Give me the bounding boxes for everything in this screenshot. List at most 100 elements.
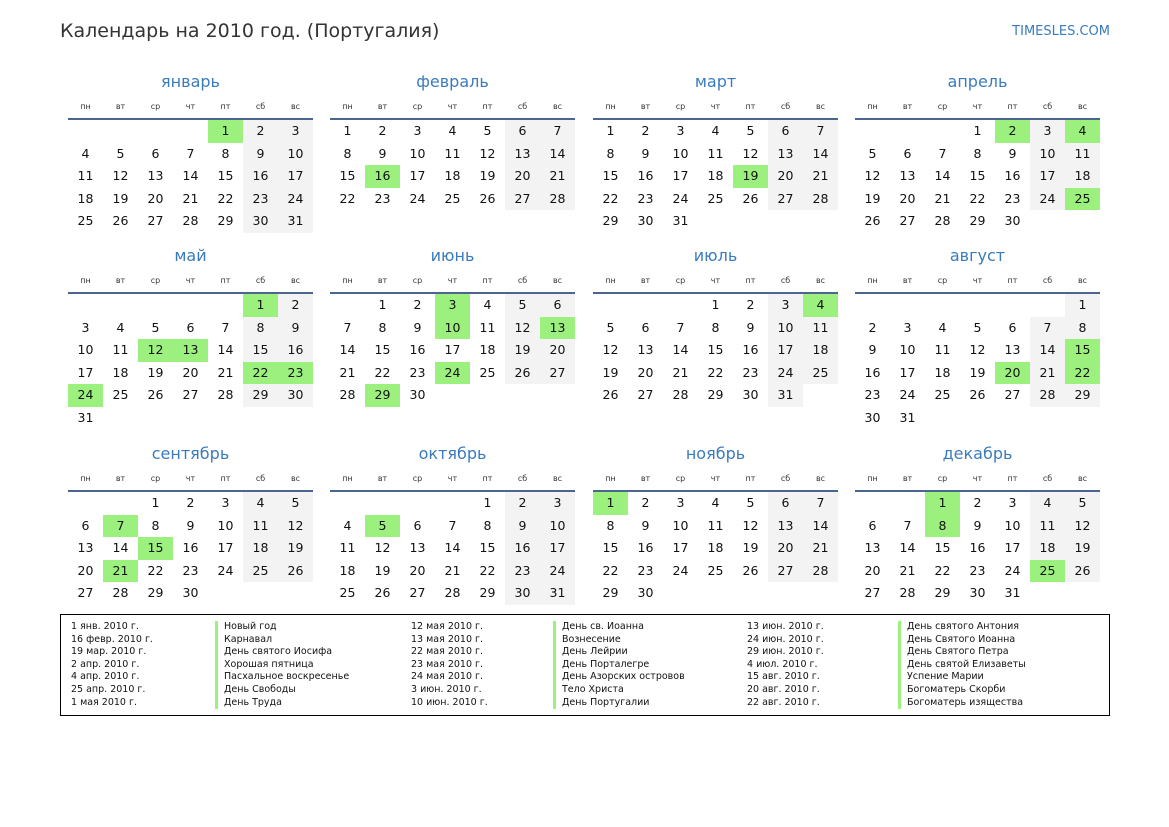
holiday-day[interactable]: 16 (365, 165, 400, 188)
day[interactable]: 3 (1008, 495, 1017, 510)
day[interactable]: 7 (803, 120, 838, 143)
day[interactable]: 8 (483, 517, 492, 533)
day[interactable]: 20 (505, 165, 540, 188)
day[interactable]: 26 (602, 387, 619, 402)
day[interactable]: 23 (505, 559, 540, 582)
day[interactable]: 5 (746, 495, 755, 510)
day[interactable]: 7 (540, 120, 575, 143)
day[interactable]: 10 (540, 514, 575, 537)
day[interactable]: 12 (505, 316, 540, 339)
day[interactable]: 6 (768, 492, 803, 515)
day[interactable]: 17 (1030, 165, 1065, 188)
day[interactable]: 23 (182, 562, 199, 578)
day[interactable]: 14 (899, 540, 916, 555)
day[interactable]: 3 (1030, 120, 1065, 143)
day[interactable]: 18 (77, 190, 94, 206)
day[interactable]: 29 (934, 585, 951, 600)
holiday-day[interactable]: 24 (435, 361, 470, 384)
day[interactable]: 14 (803, 514, 838, 537)
day[interactable]: 20 (540, 339, 575, 362)
day[interactable]: 4 (1030, 492, 1065, 515)
day[interactable]: 20 (182, 364, 199, 380)
day[interactable]: 16 (278, 339, 313, 362)
day[interactable]: 25 (934, 387, 951, 402)
day[interactable]: 31 (899, 409, 916, 425)
day[interactable]: 26 (147, 387, 164, 402)
day[interactable]: 7 (903, 517, 912, 533)
day[interactable]: 28 (803, 559, 838, 582)
day[interactable]: 15 (374, 342, 391, 357)
day[interactable]: 13 (505, 142, 540, 165)
day[interactable]: 23 (243, 187, 278, 210)
day[interactable]: 20 (768, 165, 803, 188)
day[interactable]: 22 (707, 364, 724, 380)
day[interactable]: 30 (637, 213, 654, 228)
day[interactable]: 17 (672, 540, 689, 555)
holiday-day[interactable]: 21 (103, 559, 138, 582)
day[interactable]: 6 (1008, 319, 1017, 335)
day[interactable]: 6 (868, 517, 877, 533)
day[interactable]: 13 (768, 514, 803, 537)
day[interactable]: 13 (768, 142, 803, 165)
day[interactable]: 25 (243, 559, 278, 582)
day[interactable]: 14 (1030, 339, 1065, 362)
day[interactable]: 11 (479, 319, 496, 335)
day[interactable]: 13 (637, 342, 654, 357)
holiday-day[interactable]: 5 (365, 514, 400, 537)
day[interactable]: 9 (278, 316, 313, 339)
holiday-day[interactable]: 4 (803, 294, 838, 317)
day[interactable]: 19 (742, 540, 759, 555)
day[interactable]: 24 (409, 190, 426, 206)
day[interactable]: 28 (339, 387, 356, 402)
day[interactable]: 18 (112, 364, 129, 380)
day[interactable]: 1 (606, 123, 615, 138)
day[interactable]: 23 (969, 562, 986, 578)
day[interactable]: 30 (182, 585, 199, 600)
day[interactable]: 14 (339, 342, 356, 357)
day[interactable]: 25 (707, 190, 724, 206)
day[interactable]: 30 (278, 384, 313, 407)
holiday-day[interactable]: 1 (593, 492, 628, 515)
day[interactable]: 19 (374, 562, 391, 578)
day[interactable]: 22 (147, 562, 164, 578)
day[interactable]: 5 (483, 123, 492, 138)
holiday-day[interactable]: 20 (995, 361, 1030, 384)
day[interactable]: 18 (707, 168, 724, 183)
day[interactable]: 28 (444, 585, 461, 600)
day[interactable]: 10 (899, 342, 916, 357)
day[interactable]: 29 (969, 213, 986, 228)
day[interactable]: 15 (479, 540, 496, 555)
day[interactable]: 18 (934, 364, 951, 380)
day[interactable]: 11 (243, 514, 278, 537)
day[interactable]: 10 (409, 145, 426, 161)
day[interactable]: 2 (641, 495, 650, 510)
day[interactable]: 22 (339, 190, 356, 206)
day[interactable]: 4 (711, 495, 720, 510)
day[interactable]: 23 (374, 190, 391, 206)
day[interactable]: 15 (217, 168, 234, 183)
day[interactable]: 30 (243, 210, 278, 233)
day[interactable]: 2 (973, 495, 982, 510)
day[interactable]: 18 (339, 562, 356, 578)
day[interactable]: 27 (147, 213, 164, 228)
day[interactable]: 6 (505, 120, 540, 143)
day[interactable]: 28 (112, 585, 129, 600)
day[interactable]: 9 (243, 142, 278, 165)
day[interactable]: 11 (803, 316, 838, 339)
day[interactable]: 18 (707, 540, 724, 555)
day[interactable]: 7 (343, 319, 352, 335)
day[interactable]: 24 (217, 562, 234, 578)
day[interactable]: 2 (641, 123, 650, 138)
day[interactable]: 22 (602, 190, 619, 206)
day[interactable]: 5 (868, 145, 877, 161)
day[interactable]: 29 (602, 585, 619, 600)
day[interactable]: 6 (186, 319, 195, 335)
day[interactable]: 1 (711, 297, 720, 312)
day[interactable]: 12 (479, 145, 496, 161)
day[interactable]: 14 (217, 342, 234, 357)
day[interactable]: 7 (676, 319, 685, 335)
day[interactable]: 19 (278, 537, 313, 560)
day[interactable]: 11 (934, 342, 951, 357)
day[interactable]: 17 (278, 165, 313, 188)
day[interactable]: 31 (672, 213, 689, 228)
